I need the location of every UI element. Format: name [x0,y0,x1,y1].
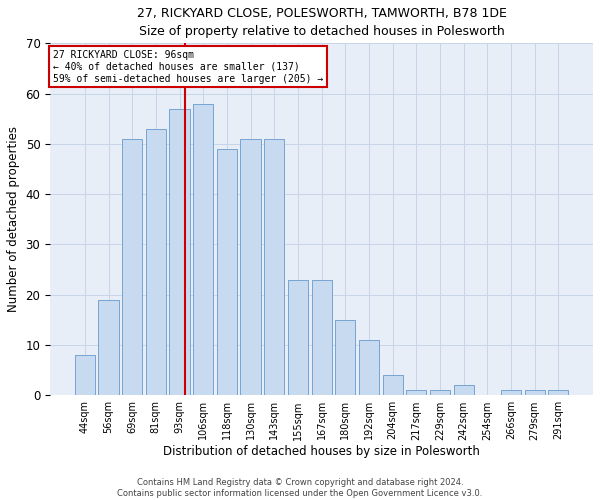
Title: 27, RICKYARD CLOSE, POLESWORTH, TAMWORTH, B78 1DE
Size of property relative to d: 27, RICKYARD CLOSE, POLESWORTH, TAMWORTH… [137,7,506,38]
Bar [241,139,260,396]
Bar [430,390,450,396]
Bar [217,149,237,396]
Bar [193,104,213,396]
Bar [264,139,284,396]
Bar [501,390,521,396]
Bar [335,320,355,396]
Bar [383,375,403,396]
Bar [122,139,142,396]
Bar [524,390,545,396]
Bar [311,280,332,396]
Bar [288,280,308,396]
Y-axis label: Number of detached properties: Number of detached properties [7,126,20,312]
Bar [359,340,379,396]
Bar [406,390,427,396]
Bar [98,300,119,396]
Bar [548,390,568,396]
Bar [169,108,190,396]
Text: 27 RICKYARD CLOSE: 96sqm
← 40% of detached houses are smaller (137)
59% of semi-: 27 RICKYARD CLOSE: 96sqm ← 40% of detach… [53,50,323,84]
Bar [75,355,95,396]
Text: Contains HM Land Registry data © Crown copyright and database right 2024.
Contai: Contains HM Land Registry data © Crown c… [118,478,482,498]
Bar [454,385,473,396]
Bar [146,129,166,396]
X-axis label: Distribution of detached houses by size in Polesworth: Distribution of detached houses by size … [163,445,480,458]
